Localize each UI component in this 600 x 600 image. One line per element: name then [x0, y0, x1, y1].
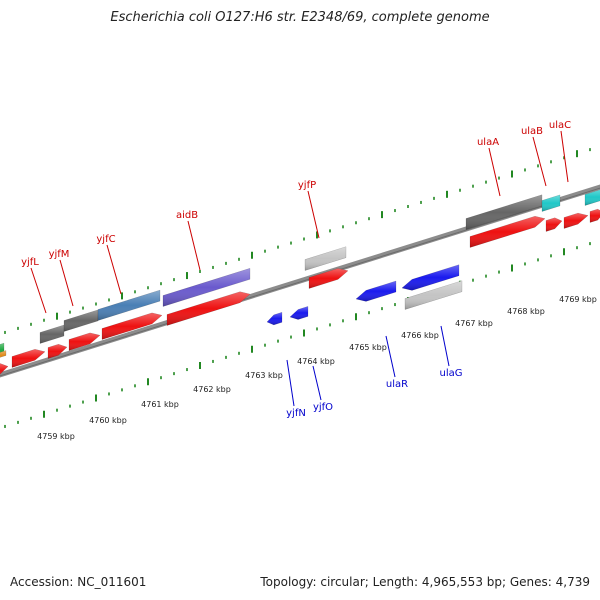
cds-arrow-shade	[48, 344, 67, 359]
genome-summary-text: Topology: circular; Length: 4,965,553 bp…	[260, 575, 590, 589]
gene-label-yjfM: yjfM	[49, 249, 70, 260]
reverse-arrow-blue-shade	[356, 281, 396, 302]
gene-block-steelblue-shade	[98, 290, 160, 321]
leader-yjfN	[286, 359, 295, 407]
gene-label-ulaR: ulaR	[386, 379, 408, 390]
cds-arrow-shade	[12, 349, 45, 368]
gene-label-yjfC: yjfC	[96, 234, 115, 245]
kbp-scale-labels: 4759 kbp 4760 kbp 4761 kbp 4762 kbp 4763 kbp…	[37, 295, 597, 441]
feature-orange-shade	[0, 350, 6, 358]
leader-yjfL	[30, 267, 47, 314]
accession-text: Accession: NC_011601	[10, 575, 147, 589]
leader-ulaB	[532, 136, 547, 187]
kbp-label: 4762 kbp	[193, 385, 231, 394]
cds-arrow-shade	[69, 332, 100, 351]
gene-label-ulaA: ulaA	[477, 137, 499, 148]
gene-label-aidB: aidB	[176, 210, 198, 221]
cds-arrow-shade	[546, 217, 562, 232]
leader-yjfP	[307, 190, 320, 239]
feature-layer	[0, 189, 600, 375]
kbp-label: 4763 kbp	[245, 371, 283, 380]
leader-ulaG	[440, 325, 450, 367]
cds-arrow-shade	[102, 312, 162, 340]
gene-label-yjfO: yjfO	[313, 402, 333, 413]
leader-aidB	[187, 220, 201, 271]
cds-arrow-shade	[309, 268, 348, 289]
kbp-label: 4766 kbp	[401, 331, 439, 340]
gene-label-ulaC: ulaC	[549, 120, 571, 131]
gene-label-ulaG: ulaG	[440, 368, 463, 379]
gene-label-yjfP: yjfP	[298, 180, 316, 191]
outer-tick-row	[4, 148, 591, 334]
kbp-label: 4759 kbp	[37, 432, 75, 441]
leader-ulaA	[488, 147, 501, 197]
cds-arrow-shade	[0, 363, 8, 375]
gene-label-yjfL: yjfL	[21, 257, 39, 268]
reverse-arrow-blue-shade	[290, 306, 308, 320]
gene-block-gray-shade	[64, 309, 98, 332]
gene-label-yjfN: yjfN	[286, 408, 306, 419]
cds-arrow-shade	[590, 209, 600, 223]
leader-yjfO	[312, 365, 322, 401]
gene-block-gray-shade	[40, 325, 64, 344]
gene-block-cyan-shade	[585, 189, 600, 206]
kbp-label: 4769 kbp	[559, 295, 597, 304]
kbp-label: 4760 kbp	[89, 416, 127, 425]
label-leader-lines	[30, 130, 569, 407]
gene-block-gray-shade	[466, 194, 542, 230]
kbp-label: 4768 kbp	[507, 307, 545, 316]
leader-ulaR	[385, 335, 396, 378]
reverse-arrow-blue-shade	[267, 312, 282, 325]
kbp-label: 4761 kbp	[141, 400, 179, 409]
genome-title: Escherichia coli O127:H6 str. E2348/69, …	[110, 10, 490, 25]
gene-block-lightgray-shade	[405, 280, 462, 310]
gene-labels: yjfL yjfM yjfC aidB yjfP ulaA ulaB ulaC yjfN yjfO…	[21, 120, 571, 419]
leader-yjfC	[106, 244, 122, 295]
leader-yjfM	[59, 259, 74, 307]
feature-green-shade	[0, 343, 4, 354]
gene-block-purple-shade	[163, 268, 250, 307]
gene-label-ulaB: ulaB	[521, 126, 543, 137]
cds-arrow-shade	[564, 213, 588, 229]
gene-block-cyan-shade	[542, 194, 560, 212]
kbp-label: 4765 kbp	[349, 343, 387, 352]
reverse-arrow-blue-shade	[402, 264, 459, 291]
gene-block-lightgray-shade	[305, 246, 346, 271]
cds-arrow-shade	[167, 291, 250, 326]
leader-ulaC	[560, 130, 569, 183]
cds-arrow-shade	[470, 216, 545, 248]
kbp-label: 4767 kbp	[455, 319, 493, 328]
kbp-label: 4764 kbp	[297, 357, 335, 366]
backbone-shadow	[0, 187, 600, 377]
